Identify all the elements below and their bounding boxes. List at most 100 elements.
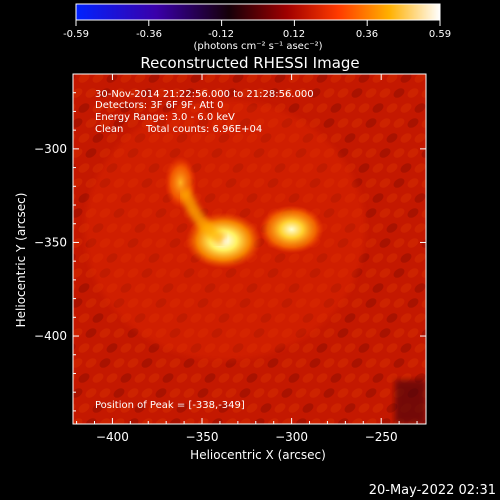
ripple xyxy=(302,74,314,83)
ripple xyxy=(316,403,328,413)
info-detectors: Detectors: 3F 6F 9F, Att 0 xyxy=(95,100,223,111)
ripple xyxy=(351,388,363,398)
ripple xyxy=(281,418,293,424)
ripple xyxy=(379,328,391,338)
ripple xyxy=(407,328,419,338)
ripple xyxy=(267,358,279,368)
ripple xyxy=(141,88,153,98)
ripple xyxy=(99,388,111,398)
ripple xyxy=(323,88,335,98)
ripple xyxy=(73,148,83,158)
ripple xyxy=(169,88,181,98)
ripple xyxy=(197,358,209,368)
ripple xyxy=(176,74,188,83)
ripple xyxy=(393,328,405,338)
ripple xyxy=(246,373,258,383)
ripple xyxy=(288,373,300,383)
ripple xyxy=(407,238,419,248)
ripple xyxy=(330,403,342,413)
ripple xyxy=(106,133,118,143)
ripple xyxy=(78,313,90,323)
ripple xyxy=(407,178,419,188)
ripple xyxy=(302,103,314,113)
colorbar-tick-label: 0.59 xyxy=(429,29,451,40)
ripple xyxy=(358,74,370,83)
ripple xyxy=(330,343,342,353)
ripple xyxy=(295,388,307,398)
ripple xyxy=(365,118,377,128)
colorbar xyxy=(75,3,441,21)
ripple xyxy=(337,118,349,128)
ripple xyxy=(99,328,111,338)
ripple xyxy=(309,118,321,128)
ripple xyxy=(162,74,174,83)
ripple xyxy=(379,388,391,398)
ripple xyxy=(358,373,370,383)
ripple xyxy=(379,418,391,424)
ripple xyxy=(169,358,181,368)
ripple xyxy=(379,88,391,98)
ripple xyxy=(246,74,258,83)
ripple xyxy=(78,74,90,83)
ripple xyxy=(78,133,90,143)
ripple xyxy=(302,373,314,383)
ripple xyxy=(113,328,125,338)
ripple xyxy=(379,178,391,188)
y-tick-label: −300 xyxy=(34,142,67,156)
ripple xyxy=(92,343,104,353)
ripple xyxy=(120,373,132,383)
ripple xyxy=(351,88,363,98)
ripple xyxy=(85,118,97,128)
ripple xyxy=(113,88,125,98)
ripple xyxy=(400,193,412,203)
ripple xyxy=(260,403,272,413)
ripple xyxy=(73,88,83,98)
ripple xyxy=(73,388,83,398)
ripple xyxy=(323,358,335,368)
ripple xyxy=(73,268,83,278)
ripple xyxy=(204,74,216,83)
ripple xyxy=(421,208,426,218)
ripple xyxy=(127,358,139,368)
ripple xyxy=(141,358,153,368)
ripple xyxy=(372,103,384,113)
ripple xyxy=(85,328,97,338)
info-method: Clean xyxy=(95,124,123,135)
colorbar-ticks xyxy=(75,20,441,26)
ripple xyxy=(190,373,202,383)
ripple xyxy=(127,88,139,98)
ripple xyxy=(92,103,104,113)
ripple xyxy=(267,88,279,98)
ripple xyxy=(400,313,412,323)
ripple xyxy=(393,298,405,308)
ripple xyxy=(281,88,293,98)
ripple xyxy=(323,118,335,128)
ripple xyxy=(155,358,167,368)
ripple xyxy=(148,403,160,413)
ripple xyxy=(400,74,412,83)
ripple xyxy=(358,163,370,173)
ripple xyxy=(134,343,146,353)
ripple xyxy=(78,253,90,263)
ripple xyxy=(78,193,90,203)
ripple xyxy=(316,373,328,383)
ripple xyxy=(127,118,139,128)
ripple xyxy=(92,373,104,383)
ripple xyxy=(134,373,146,383)
ripple xyxy=(155,418,167,424)
ripple xyxy=(379,118,391,128)
ripple xyxy=(400,283,412,293)
ripple xyxy=(323,388,335,398)
ripple xyxy=(295,418,307,424)
ripple xyxy=(337,388,349,398)
ripple xyxy=(414,283,426,293)
ripple xyxy=(73,298,83,308)
ripple xyxy=(365,238,377,248)
ripple xyxy=(372,373,384,383)
ripple xyxy=(85,358,97,368)
plot-frame xyxy=(72,73,427,425)
ripple xyxy=(253,388,265,398)
ripple xyxy=(85,88,97,98)
ripple xyxy=(183,388,195,398)
ripple xyxy=(78,283,90,293)
